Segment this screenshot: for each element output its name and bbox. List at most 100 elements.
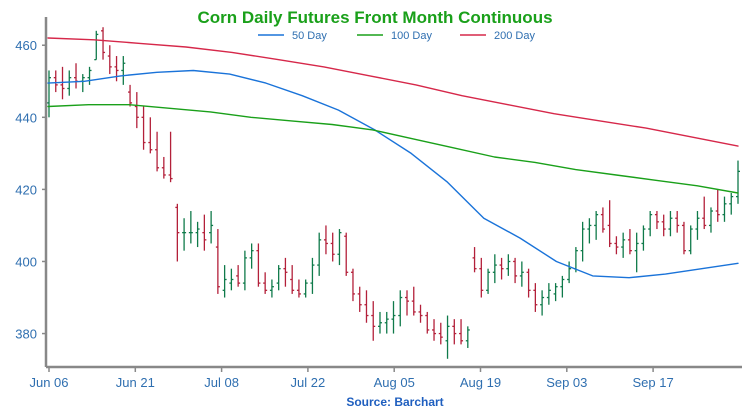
ohlc-bar (242, 250, 247, 291)
ohlc-bar (148, 117, 153, 154)
ohlc-bar (323, 225, 328, 255)
ohlc-bar (209, 211, 214, 244)
ohlc-bar (425, 311, 430, 334)
series-line (47, 103, 739, 194)
ohlc-bar (445, 315, 450, 359)
ohlc-bar (141, 106, 146, 150)
ohlc-bar (600, 207, 605, 233)
ohlc-bar (364, 290, 369, 323)
ohlc-bar (621, 232, 626, 258)
ohlc-bar (330, 232, 335, 262)
ohlc-bar (580, 221, 585, 262)
x-tick-label: Sep 03 (546, 375, 587, 390)
ohlc-bar (432, 319, 437, 341)
ohlc-bar (506, 254, 511, 276)
ohlc-bar (47, 70, 51, 118)
ohlc-bar (202, 214, 207, 251)
ohlc-bar (249, 243, 254, 269)
x-tick-label: Jun 21 (116, 375, 155, 390)
ohlc-bar (675, 211, 680, 233)
ohlc-bar (87, 66, 92, 85)
chart-title: Corn Daily Futures Front Month Continuou… (197, 8, 553, 27)
x-tick-label: Jul 08 (204, 375, 239, 390)
legend-label: 200 Day (494, 30, 535, 42)
ohlc-bar (283, 257, 288, 287)
ohlc-bar (472, 247, 477, 273)
ohlc-bar (519, 261, 524, 287)
ohlc-bar (121, 56, 126, 85)
ohlc-bar (702, 196, 707, 230)
ohlc-bar (276, 265, 281, 291)
ohlc-bar (452, 319, 457, 345)
ohlc-bar (540, 290, 545, 316)
ohlc-bar (215, 229, 220, 294)
x-tick-label: Jun 06 (29, 375, 68, 390)
legend-label: 100 Day (391, 30, 432, 42)
ohlc-bar (296, 279, 301, 298)
ohlc-bar (168, 131, 173, 183)
ohlc-bar (114, 56, 119, 82)
legend-item: 100 Day (357, 30, 432, 42)
ohlc-bar (634, 232, 639, 273)
ohlc-bar (80, 74, 85, 93)
ohlc-bar (654, 211, 659, 230)
ohlc-bar (411, 286, 416, 316)
ohlc-bar (513, 257, 518, 284)
ohlc-bar (681, 221, 686, 255)
ohlc-bar (614, 236, 619, 255)
ohlc-bar (465, 326, 470, 348)
ohlc-bar (661, 214, 666, 237)
ohlc-bar (398, 290, 403, 327)
ohlc-bar (67, 70, 72, 96)
ohlc-bar (708, 207, 713, 233)
ohlc-bar (492, 254, 497, 284)
ohlc-bar (236, 265, 241, 287)
ohlc-bar (344, 232, 349, 276)
x-tick-label: Sep 17 (632, 375, 673, 390)
ohlc-bar (357, 286, 362, 312)
ohlc-bar (627, 229, 632, 255)
ohlc-bar (641, 225, 646, 251)
legend-item: 200 Day (460, 30, 535, 42)
ohlc-bar (695, 211, 700, 240)
ohlc-bar (53, 70, 58, 93)
ohlc-bar (134, 92, 139, 129)
ohlc-bar (175, 203, 180, 262)
ohlc-bar (526, 268, 531, 298)
ohlc-bar (188, 211, 193, 244)
ohlc-bar (594, 211, 599, 240)
y-axis-ticks: 380 400 420 440 460 (15, 38, 46, 342)
ohlc-bar (350, 268, 355, 302)
ohlc-bar (337, 229, 342, 266)
ohlc-bar (736, 160, 740, 204)
ohlc-bar (290, 265, 295, 294)
ohlc-bar (377, 311, 382, 334)
ohlc-bar (607, 200, 612, 248)
ohlc-bar (729, 193, 734, 215)
ohlc-bar (438, 322, 443, 345)
legend-label: 50 Day (292, 30, 327, 42)
moving-average-lines (47, 37, 739, 279)
ohlc-bars (47, 27, 740, 359)
ohlc-bar (486, 268, 491, 294)
ohlc-bar (269, 279, 274, 298)
ohlc-bar (128, 84, 133, 107)
series-line (47, 69, 739, 279)
ohlc-bar (418, 304, 423, 323)
ohlc-bar (195, 221, 200, 248)
ohlc-bar (553, 283, 558, 302)
chart-source: Source: Barchart (346, 395, 444, 409)
y-tick-label: 380 (15, 327, 37, 342)
ohlc-bar (107, 45, 112, 75)
y-tick-label: 440 (15, 110, 37, 125)
ohlc-bar (648, 211, 653, 237)
ohlc-bar (161, 156, 166, 179)
ohlc-bar (405, 290, 410, 316)
ohlc-bar (459, 319, 464, 345)
ohlc-bar (303, 279, 308, 298)
ohlc-bar (317, 232, 322, 276)
y-tick-label: 460 (15, 38, 37, 53)
series-line (47, 37, 739, 147)
ohlc-bar (546, 283, 551, 305)
ohlc-bar (688, 225, 693, 255)
